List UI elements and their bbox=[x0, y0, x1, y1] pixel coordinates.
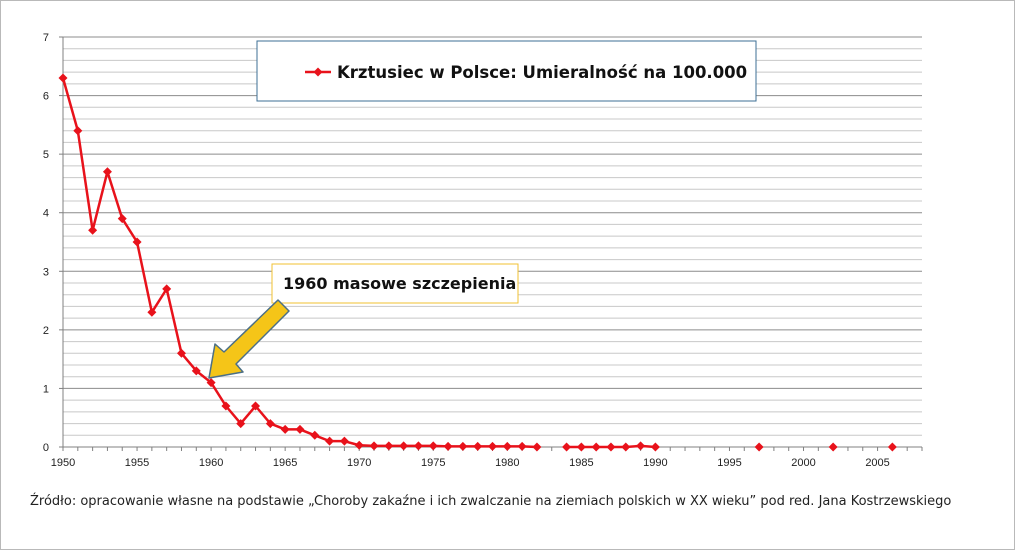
data-point bbox=[369, 441, 379, 451]
data-point bbox=[132, 237, 142, 247]
data-point bbox=[636, 441, 646, 451]
x-tick-label: 1955 bbox=[125, 457, 149, 469]
y-tick-label: 3 bbox=[43, 266, 49, 278]
data-point bbox=[310, 430, 320, 440]
data-point bbox=[428, 441, 438, 451]
data-point bbox=[887, 442, 897, 452]
x-tick-label: 2005 bbox=[865, 457, 889, 469]
data-point bbox=[265, 419, 275, 429]
y-tick-label: 2 bbox=[43, 325, 49, 337]
data-point bbox=[650, 442, 660, 452]
data-point bbox=[221, 401, 231, 411]
data-point-layer bbox=[58, 73, 897, 452]
data-point bbox=[191, 366, 201, 376]
data-point bbox=[606, 442, 616, 452]
data-point bbox=[236, 419, 246, 429]
data-point bbox=[828, 442, 838, 452]
x-tick-label: 1990 bbox=[643, 457, 667, 469]
data-point bbox=[562, 442, 572, 452]
data-point bbox=[117, 214, 127, 224]
y-tick-label: 7 bbox=[43, 32, 49, 44]
data-point bbox=[488, 441, 497, 451]
x-tick-label: 1965 bbox=[273, 457, 297, 469]
x-tick-label: 1985 bbox=[569, 457, 593, 469]
legend-label: Krztusiec w Polsce: Umieralność na 100.0… bbox=[337, 63, 747, 82]
data-point bbox=[176, 348, 186, 358]
data-point bbox=[339, 436, 349, 446]
y-tick-label: 1 bbox=[43, 383, 49, 395]
data-point bbox=[591, 442, 601, 452]
data-point bbox=[399, 441, 409, 451]
legend: Krztusiec w Polsce: Umieralność na 100.0… bbox=[256, 40, 757, 102]
data-point bbox=[58, 73, 68, 83]
data-point bbox=[502, 441, 512, 451]
x-tick-label: 2000 bbox=[791, 457, 815, 469]
y-tick-label: 6 bbox=[43, 91, 49, 103]
annotation-arrow bbox=[208, 299, 290, 379]
data-point bbox=[754, 442, 764, 452]
data-point bbox=[102, 167, 112, 177]
data-point bbox=[576, 442, 586, 452]
series-line bbox=[61, 77, 537, 449]
data-point bbox=[413, 441, 423, 451]
series-line-layer bbox=[61, 77, 656, 449]
data-point bbox=[517, 441, 527, 451]
y-tick-label: 4 bbox=[43, 208, 49, 220]
data-point bbox=[621, 442, 631, 452]
legend-box bbox=[256, 40, 757, 102]
data-point bbox=[251, 401, 261, 411]
data-point bbox=[206, 378, 216, 388]
data-point bbox=[458, 441, 468, 451]
source-note: Źródło: opracowanie własne na podstawie … bbox=[30, 494, 952, 509]
annotation: 1960 masowe szczepienia bbox=[208, 263, 519, 379]
x-tick-label: 1975 bbox=[421, 457, 445, 469]
data-point bbox=[73, 126, 83, 136]
data-point bbox=[473, 441, 483, 451]
data-point bbox=[325, 436, 335, 446]
legend-marker-swatch bbox=[313, 67, 323, 77]
x-tick-label: 1995 bbox=[717, 457, 741, 469]
x-tick-label: 1970 bbox=[347, 457, 371, 469]
x-tick-label: 1950 bbox=[51, 457, 75, 469]
x-tick-label: 1980 bbox=[495, 457, 519, 469]
data-point bbox=[443, 441, 453, 451]
data-point bbox=[384, 441, 394, 451]
data-point bbox=[162, 284, 172, 294]
data-point bbox=[532, 442, 542, 452]
data-point bbox=[280, 424, 290, 434]
annotation-box bbox=[271, 263, 519, 304]
data-point bbox=[295, 424, 305, 434]
data-point bbox=[354, 440, 364, 450]
y-tick-label: 0 bbox=[43, 442, 49, 454]
data-point bbox=[88, 225, 98, 235]
data-point bbox=[147, 307, 157, 317]
x-tick-label: 1960 bbox=[199, 457, 223, 469]
annotation-label: 1960 masowe szczepienia bbox=[283, 274, 516, 293]
y-tick-label: 5 bbox=[43, 149, 49, 161]
